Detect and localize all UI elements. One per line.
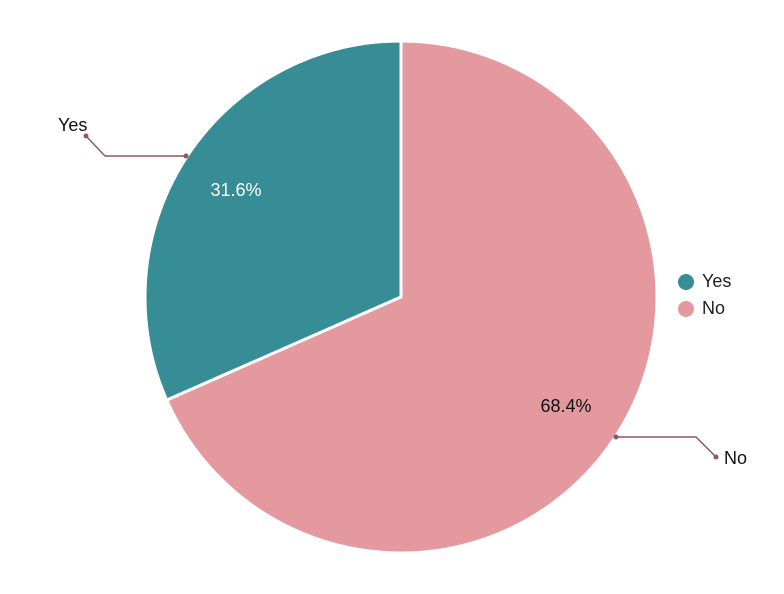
- callout-line-no: [616, 436, 717, 458]
- legend-item-yes[interactable]: Yes: [678, 268, 731, 295]
- legend-swatch-yes: [678, 273, 694, 290]
- callout-dot-no-0: [613, 434, 619, 440]
- data-label-yes: 31.6%: [210, 180, 261, 200]
- data-labels: 31.6% 68.4%: [210, 180, 591, 416]
- callout-dot-yes-1: [83, 133, 89, 139]
- callout-line-yes: [85, 135, 186, 157]
- legend-item-no[interactable]: No: [678, 295, 731, 322]
- callout-lines: Yes No: [58, 115, 747, 468]
- callout-label-no: No: [724, 448, 747, 468]
- legend: Yes No: [678, 268, 731, 322]
- callout-label-yes: Yes: [58, 115, 87, 135]
- callout-dot-no-1: [713, 454, 719, 460]
- data-label-no: 68.4%: [540, 396, 591, 416]
- legend-swatch-no: [678, 300, 694, 317]
- legend-label-no: No: [702, 298, 726, 318]
- legend-label-yes: Yes: [702, 271, 732, 291]
- pie-slices: [143, 39, 659, 555]
- callout-dot-yes-0: [183, 153, 189, 159]
